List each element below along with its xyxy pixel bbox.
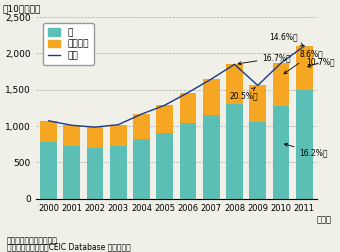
Text: 資料：米国商務省、CEIC Database から作成。: 資料：米国商務省、CEIC Database から作成。: [7, 242, 131, 251]
Bar: [133, 114, 150, 139]
Bar: [87, 127, 103, 148]
Bar: [180, 93, 197, 123]
Bar: [203, 79, 220, 115]
Text: 14.6%増: 14.6%増: [269, 32, 303, 46]
Bar: [273, 106, 289, 199]
Bar: [40, 142, 57, 199]
Text: 20.5%増: 20.5%増: [230, 87, 258, 101]
Bar: [226, 64, 243, 104]
Text: 10.7%増: 10.7%増: [307, 58, 335, 67]
Text: （10億ドル）: （10億ドル）: [2, 5, 40, 13]
Text: （年）: （年）: [317, 215, 332, 224]
Bar: [87, 148, 103, 199]
Bar: [273, 63, 289, 106]
Bar: [203, 115, 220, 199]
Bar: [64, 125, 80, 146]
Bar: [133, 139, 150, 199]
Bar: [64, 146, 80, 199]
Text: 16.2%増: 16.2%増: [285, 143, 328, 157]
Bar: [110, 146, 127, 199]
Text: 8.6%増: 8.6%増: [284, 50, 323, 74]
Bar: [296, 46, 312, 90]
Bar: [249, 85, 266, 122]
Text: 16.7%増: 16.7%増: [238, 53, 291, 65]
Bar: [156, 105, 173, 133]
Bar: [156, 133, 173, 199]
Text: 備考：国際収支ベース。: 備考：国際収支ベース。: [7, 237, 58, 246]
Bar: [296, 90, 312, 199]
Bar: [180, 123, 197, 199]
Legend: 財, サービス, 合計: 財, サービス, 合計: [43, 23, 94, 65]
Bar: [110, 125, 127, 146]
Bar: [40, 121, 57, 142]
Bar: [249, 122, 266, 199]
Bar: [226, 104, 243, 199]
